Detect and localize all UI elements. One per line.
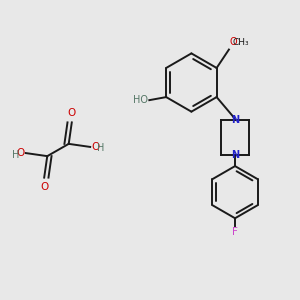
Text: HO: HO — [133, 95, 148, 105]
Text: N: N — [231, 115, 239, 125]
Text: H: H — [97, 143, 104, 154]
Text: O: O — [230, 37, 237, 47]
Text: O: O — [40, 182, 48, 192]
Text: CH₃: CH₃ — [232, 38, 249, 47]
Text: O: O — [16, 148, 24, 158]
Text: O: O — [68, 108, 76, 118]
Text: F: F — [232, 227, 238, 237]
Text: O: O — [92, 142, 100, 152]
Text: N: N — [231, 150, 239, 161]
Text: H: H — [12, 150, 19, 160]
